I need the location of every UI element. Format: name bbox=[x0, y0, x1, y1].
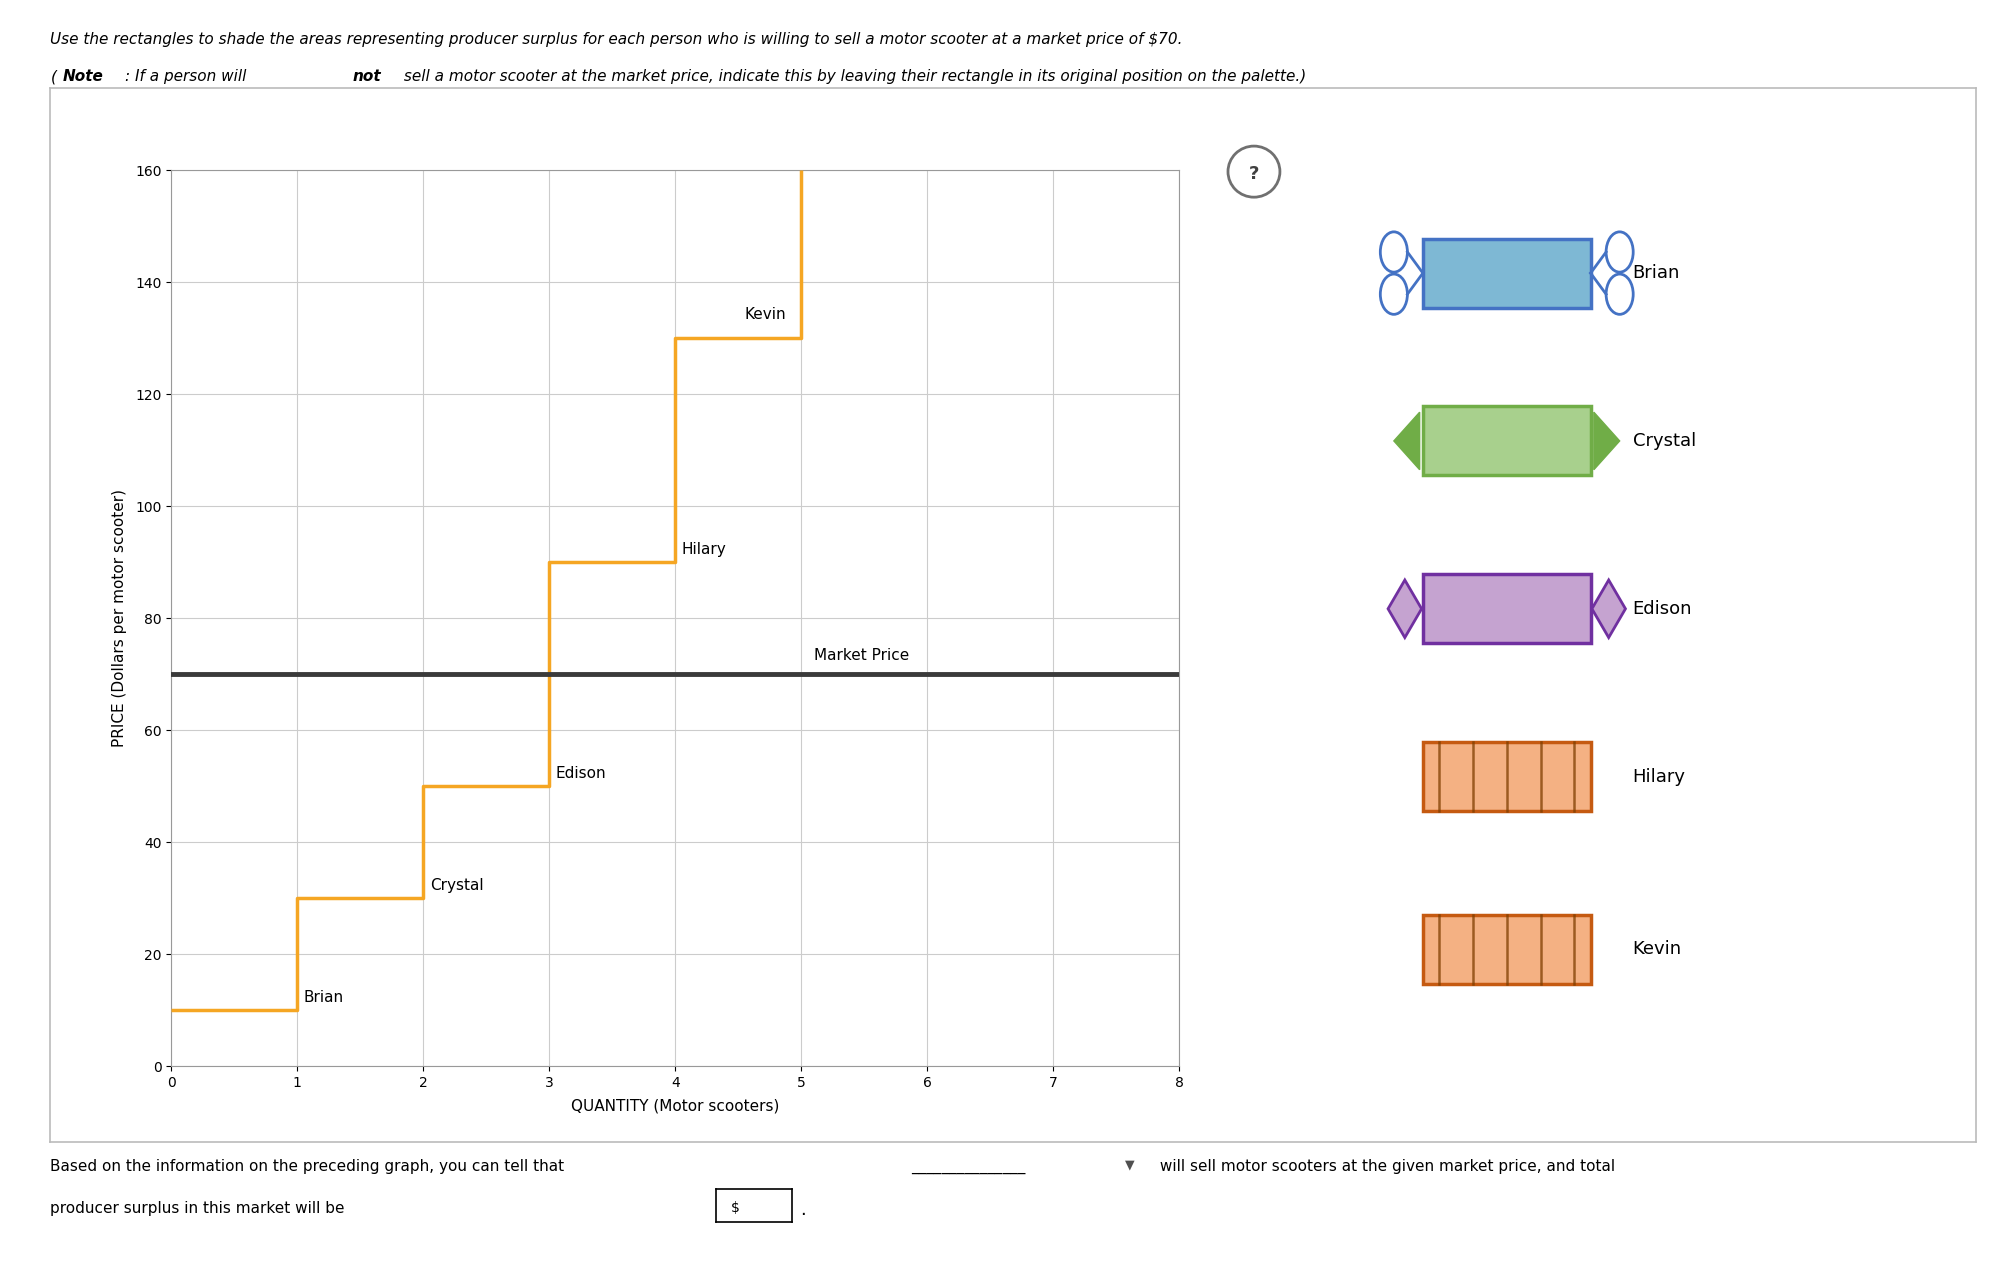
Text: ▼: ▼ bbox=[1125, 1159, 1135, 1171]
X-axis label: QUANTITY (Motor scooters): QUANTITY (Motor scooters) bbox=[571, 1098, 780, 1113]
Text: will sell motor scooters at the given market price, and total: will sell motor scooters at the given ma… bbox=[1155, 1159, 1615, 1174]
Text: .: . bbox=[800, 1201, 806, 1219]
Text: producer surplus in this market will be: producer surplus in this market will be bbox=[50, 1201, 345, 1217]
Text: Kevin: Kevin bbox=[1633, 940, 1681, 958]
Bar bbox=[1423, 574, 1591, 644]
Polygon shape bbox=[1389, 581, 1421, 637]
Bar bbox=[1423, 239, 1591, 308]
Text: Hilary: Hilary bbox=[1633, 767, 1685, 786]
Text: : If a person will: : If a person will bbox=[125, 69, 252, 85]
Text: Crystal: Crystal bbox=[429, 878, 484, 892]
Text: Note: Note bbox=[62, 69, 103, 85]
Text: Market Price: Market Price bbox=[814, 649, 909, 664]
Text: Crystal: Crystal bbox=[1633, 432, 1695, 451]
Bar bbox=[1423, 742, 1591, 811]
Text: _______________: _______________ bbox=[911, 1159, 1026, 1174]
Text: Use the rectangles to shade the areas representing producer surplus for each per: Use the rectangles to shade the areas re… bbox=[50, 32, 1183, 47]
Text: Hilary: Hilary bbox=[681, 541, 726, 557]
Text: not: not bbox=[353, 69, 381, 85]
Y-axis label: PRICE (Dollars per motor scooter): PRICE (Dollars per motor scooter) bbox=[111, 490, 127, 747]
Text: Edison: Edison bbox=[556, 766, 607, 781]
Text: Based on the information on the preceding graph, you can tell that: Based on the information on the precedin… bbox=[50, 1159, 564, 1174]
Text: (: ( bbox=[50, 69, 56, 85]
Text: Edison: Edison bbox=[1633, 599, 1691, 618]
Text: $: $ bbox=[732, 1201, 740, 1215]
Bar bbox=[1423, 915, 1591, 984]
Text: ?: ? bbox=[1248, 165, 1260, 183]
Text: Brian: Brian bbox=[304, 989, 345, 1005]
Bar bbox=[1423, 406, 1591, 476]
Polygon shape bbox=[1593, 581, 1625, 637]
Polygon shape bbox=[1393, 413, 1419, 469]
Text: Kevin: Kevin bbox=[744, 307, 786, 322]
Text: sell a motor scooter at the market price, indicate this by leaving their rectang: sell a motor scooter at the market price… bbox=[399, 69, 1306, 85]
Text: Brian: Brian bbox=[1633, 264, 1679, 283]
Polygon shape bbox=[1595, 413, 1619, 469]
